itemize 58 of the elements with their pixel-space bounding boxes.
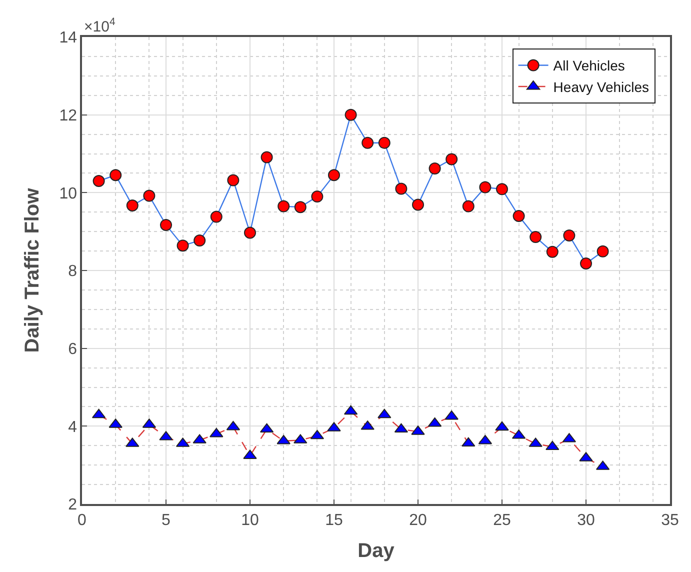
point: [278, 200, 290, 212]
point: [395, 182, 408, 195]
point: [92, 174, 105, 187]
text: ×10$^{4}$: [84, 16, 116, 36]
point: [596, 245, 609, 258]
x-axis-title: Day: [358, 540, 396, 562]
point: [311, 190, 324, 203]
point: [496, 183, 508, 196]
point: [378, 408, 392, 418]
point: [412, 198, 424, 211]
legend-label: All Vehicles: [553, 58, 625, 74]
x-tick-label: 15: [325, 512, 343, 529]
point: [580, 257, 592, 270]
point: [194, 234, 206, 247]
point: [512, 210, 525, 222]
point: [176, 240, 189, 252]
x-tick-label: 25: [493, 512, 511, 529]
point: [110, 169, 122, 182]
point: [210, 210, 222, 223]
y-tick-label: 12: [59, 107, 78, 124]
x-tick-label: 5: [162, 512, 171, 529]
point: [294, 201, 306, 214]
x-tick-label: 30: [577, 512, 595, 529]
point: [378, 136, 390, 149]
point: [244, 226, 256, 239]
point: [344, 108, 357, 121]
point: [160, 218, 172, 231]
point: [546, 246, 558, 258]
y-tick-label: 10: [59, 185, 78, 202]
point: [546, 440, 560, 450]
point: [530, 231, 542, 244]
point: [462, 437, 476, 447]
point: [227, 174, 240, 186]
point: [446, 153, 458, 166]
y-tick-label: 4: [68, 418, 78, 436]
point: [444, 410, 458, 420]
x-tick-label: 20: [409, 512, 427, 529]
point: [362, 136, 374, 149]
point: [143, 190, 156, 202]
y-axis-title: Daily Traffic Flow: [21, 188, 44, 353]
point: [495, 421, 509, 431]
y-tick-label: 8: [68, 263, 78, 280]
point: [462, 200, 474, 212]
point: [328, 169, 340, 182]
point: [276, 434, 290, 444]
point: [126, 200, 138, 212]
point: [563, 229, 576, 242]
point: [428, 162, 441, 175]
legend-label: Heavy Vehicles: [553, 78, 650, 95]
point: [260, 151, 273, 164]
x-tick-label: 10: [241, 512, 259, 529]
y-tick-label: 2: [68, 496, 78, 514]
point: [479, 181, 492, 194]
y-tick-label: 14: [59, 30, 78, 47]
y-tick-label: 6: [68, 340, 78, 358]
x-tick-label: 0: [78, 512, 87, 529]
point: [210, 428, 224, 438]
x-tick-label: 35: [661, 512, 679, 529]
